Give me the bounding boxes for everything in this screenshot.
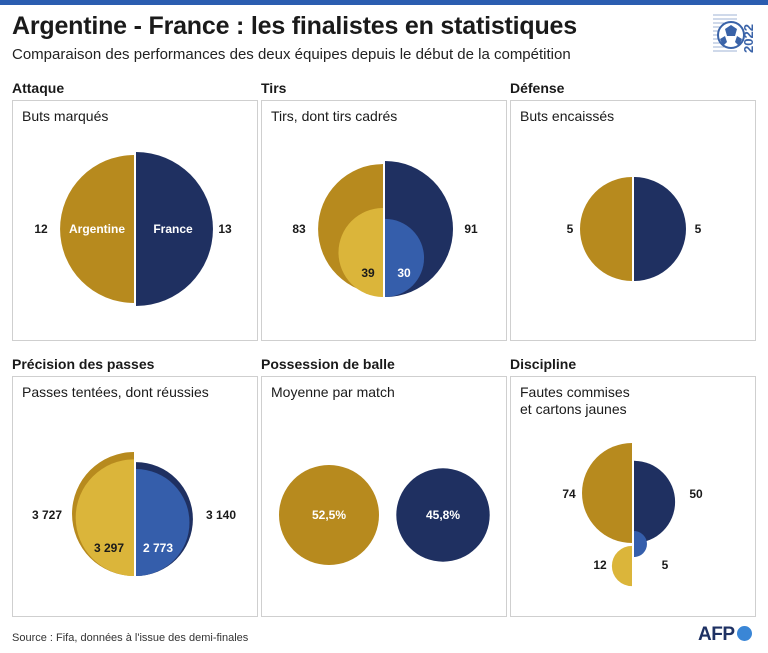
panel-label-tirs: Tirs, dont tirs cadrés xyxy=(271,108,398,124)
chart-subtitle: Comparaison des performances des deux éq… xyxy=(12,46,571,63)
value-label-france-buts: 13 xyxy=(218,222,232,236)
top-accent-bar xyxy=(0,0,768,5)
panel-passes: Passes tentées, dont réussies 3 727 3 14… xyxy=(12,376,258,617)
section-title-possession: Possession de balle xyxy=(261,356,395,372)
chart-passes: 3 727 3 140 3 297 2 773 xyxy=(32,452,236,576)
value-label-argentine-tirs-cadres: 39 xyxy=(361,266,375,280)
chart-discipline: 74 50 12 5 xyxy=(562,443,703,587)
section-title-defense: Défense xyxy=(510,80,565,96)
value-label-france-tirs: 91 xyxy=(464,222,478,236)
value-label-argentine-tirs: 83 xyxy=(292,222,306,236)
world-cup-logo: 2022 xyxy=(711,9,759,55)
section-title-discipline: Discipline xyxy=(510,356,577,372)
value-label-france-cartons: 5 xyxy=(662,558,669,572)
half-disc-france-buts xyxy=(136,152,213,306)
team-label-france: France xyxy=(153,222,193,236)
half-disc-argentine-fautes xyxy=(582,443,632,543)
half-disc-argentine-buts xyxy=(60,155,134,303)
panel-label-discipline-line1: Fautes commises xyxy=(520,384,630,400)
value-label-france-possession: 45,8% xyxy=(426,508,460,522)
half-disc-argentine-tirs-cadres xyxy=(338,207,383,297)
half-disc-argentine-passes-reussies xyxy=(75,459,134,576)
panel-defense: Buts encaissés 5 5 xyxy=(510,100,756,341)
value-label-france-passes-tentees: 3 140 xyxy=(206,508,236,522)
panel-attaque: Buts marqués Argentine France 12 13 xyxy=(12,100,258,341)
half-disc-france-cartons xyxy=(634,531,647,557)
value-label-argentine-encaisses: 5 xyxy=(567,222,574,236)
panel-label-discipline: Fautes commises et cartons jaunes xyxy=(520,384,630,418)
value-label-argentine-passes-tentees: 3 727 xyxy=(32,508,62,522)
section-title-attaque: Attaque xyxy=(12,80,65,96)
value-label-argentine-possession: 52,5% xyxy=(312,508,346,522)
afp-dot-icon xyxy=(736,626,752,641)
panel-tirs: Tirs, dont tirs cadrés 83 91 39 30 xyxy=(261,100,507,341)
panel-possession: Moyenne par match 52,5% 45,8% xyxy=(261,376,507,617)
afp-logo-text: AFP xyxy=(698,624,735,645)
value-label-argentine-buts: 12 xyxy=(34,222,48,236)
panel-label-defense: Buts encaissés xyxy=(520,108,615,124)
half-disc-france-passes-reussies xyxy=(136,469,190,576)
chart-tirs: 83 91 39 30 xyxy=(292,161,478,297)
section-title-passes: Précision des passes xyxy=(12,356,155,372)
source-note: Source : Fifa, données à l'issue des dem… xyxy=(12,632,249,644)
value-label-france-fautes: 50 xyxy=(689,487,703,501)
disc-france-possession xyxy=(396,468,490,562)
value-label-argentine-fautes: 74 xyxy=(562,487,576,501)
value-label-argentine-passes-reussies: 3 297 xyxy=(94,541,124,555)
chart-attaque: Argentine France 12 13 xyxy=(34,152,232,306)
value-label-france-encaisses: 5 xyxy=(695,222,702,236)
half-disc-france-encaisses xyxy=(634,177,686,281)
half-disc-france-tirs-cadres xyxy=(385,218,425,297)
chart-title: Argentine - France : les finalistes en s… xyxy=(12,12,577,40)
chart-defense: 5 5 xyxy=(567,177,702,281)
value-label-argentine-cartons: 12 xyxy=(593,558,607,572)
section-title-tirs: Tirs xyxy=(261,80,287,96)
panel-label-attaque: Buts marqués xyxy=(22,108,109,124)
panel-discipline: Fautes commises et cartons jaunes 74 50 … xyxy=(510,376,756,617)
chart-possession: 52,5% 45,8% xyxy=(279,465,490,565)
afp-logo: AFP xyxy=(698,624,752,646)
team-label-argentine: Argentine xyxy=(69,222,125,236)
disc-argentine-possession xyxy=(279,465,379,565)
half-disc-argentine-cartons xyxy=(611,545,632,587)
half-disc-argentine-encaisses xyxy=(580,177,632,281)
half-disc-france-fautes xyxy=(634,460,676,543)
panel-label-possession: Moyenne par match xyxy=(271,384,395,400)
value-label-france-tirs-cadres: 30 xyxy=(397,266,411,280)
logo-year: 2022 xyxy=(741,24,756,53)
panel-label-discipline-line2: et cartons jaunes xyxy=(520,401,627,417)
value-label-france-passes-reussies: 2 773 xyxy=(143,541,173,555)
panel-label-passes: Passes tentées, dont réussies xyxy=(22,384,209,400)
